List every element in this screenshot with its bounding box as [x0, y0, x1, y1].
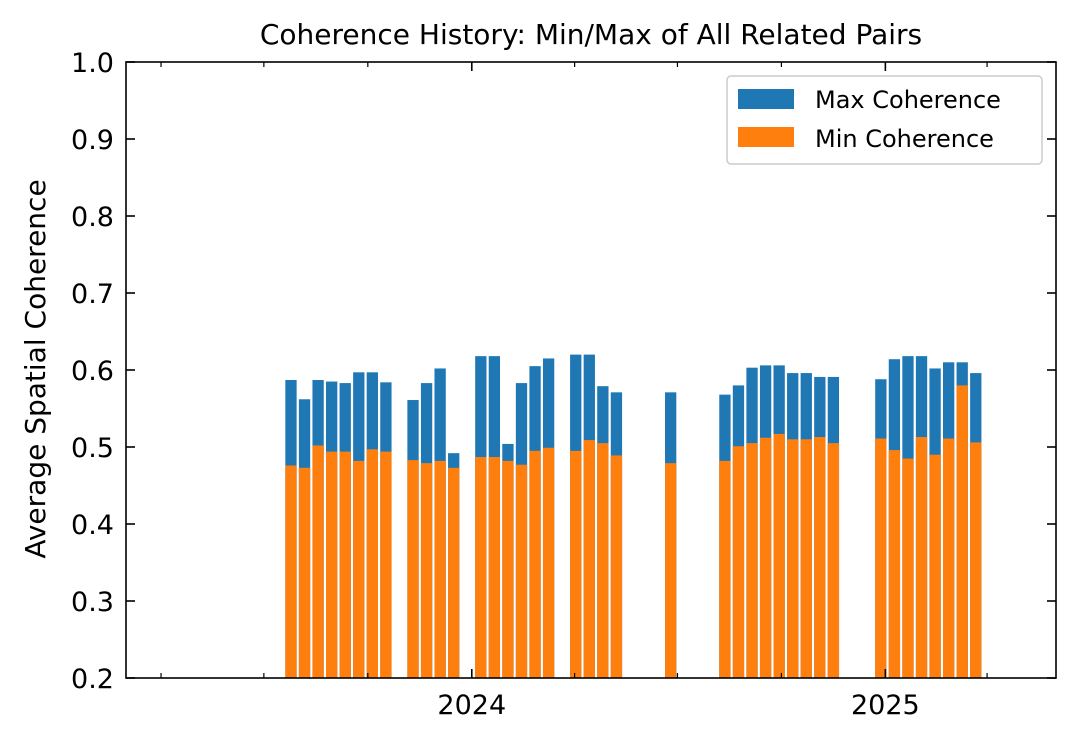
y-tick-label: 0.8	[71, 202, 114, 233]
legend-label-max: Max Coherence	[815, 86, 1001, 114]
x-tick-label: 2025	[851, 690, 920, 721]
min-coherence-bar	[488, 457, 501, 678]
min-coherence-bar	[326, 451, 338, 678]
min-coherence-bar	[339, 451, 351, 678]
min-coherence-bar	[610, 455, 623, 678]
min-coherence-bar	[719, 460, 731, 678]
min-coherence-bar	[380, 451, 392, 678]
min-coherence-bar	[800, 439, 812, 678]
legend-label-min: Min Coherence	[815, 125, 994, 153]
min-coherence-bar	[827, 443, 840, 678]
min-coherence-bar	[583, 440, 595, 678]
min-coherence-bar	[888, 450, 901, 678]
legend-box	[726, 75, 1043, 165]
min-coherence-bar	[787, 439, 799, 678]
min-coherence-bar	[285, 465, 297, 678]
y-axis-label: Average Spatial Coherence	[19, 179, 52, 558]
min-coherence-bar	[542, 447, 555, 678]
min-coherence-bars	[285, 385, 982, 678]
min-coherence-bar	[902, 458, 914, 678]
min-coherence-bar	[298, 467, 311, 678]
y-tick-label: 0.7	[71, 279, 114, 310]
min-coherence-bar	[943, 438, 955, 678]
min-coherence-bar	[353, 460, 365, 678]
y-tick-label: 0.4	[71, 510, 114, 541]
y-tick-label: 0.5	[71, 433, 114, 464]
min-coherence-bar	[665, 463, 677, 678]
min-coherence-bar	[915, 436, 928, 678]
min-coherence-bar	[448, 467, 460, 678]
min-coherence-bar	[597, 443, 609, 678]
min-coherence-bar	[502, 460, 514, 678]
min-coherence-bar	[570, 450, 582, 678]
min-coherence-bar	[434, 460, 446, 678]
min-coherence-bar	[929, 454, 941, 678]
y-tick-label: 0.2	[71, 664, 114, 695]
legend-swatch-max	[738, 89, 794, 109]
x-tick-label: 2024	[437, 690, 506, 721]
y-tick-label: 0.9	[71, 125, 114, 156]
min-coherence-bar	[759, 437, 772, 678]
y-tick-label: 0.6	[71, 356, 114, 387]
min-coherence-bar	[312, 445, 324, 678]
min-coherence-bar	[732, 446, 745, 678]
axis-ticks: 0.2 0.3 0.4 0.5 0.6 0.7 0.8 0.9 1.0 2024 2025	[71, 48, 1056, 721]
min-coherence-bar	[970, 442, 982, 678]
min-coherence-bar	[814, 436, 826, 678]
legend-swatch-min	[738, 127, 794, 147]
chart-title: Coherence History: Min/Max of All Relate…	[260, 18, 922, 51]
min-coherence-bar	[407, 460, 419, 678]
y-tick-label: 1.0	[71, 48, 114, 79]
min-coherence-bar	[529, 450, 541, 678]
min-coherence-bar	[773, 433, 785, 678]
min-coherence-bar	[420, 463, 433, 678]
min-coherence-bar	[475, 457, 487, 678]
legend: Max Coherence Min Coherence	[726, 75, 1043, 165]
min-coherence-bar	[956, 385, 968, 678]
min-coherence-bar	[746, 443, 758, 678]
y-tick-label: 0.3	[71, 587, 114, 618]
min-coherence-bar	[875, 438, 887, 678]
min-coherence-bar	[366, 449, 378, 678]
min-coherence-bar	[515, 464, 528, 678]
plot-frame	[125, 61, 1057, 679]
